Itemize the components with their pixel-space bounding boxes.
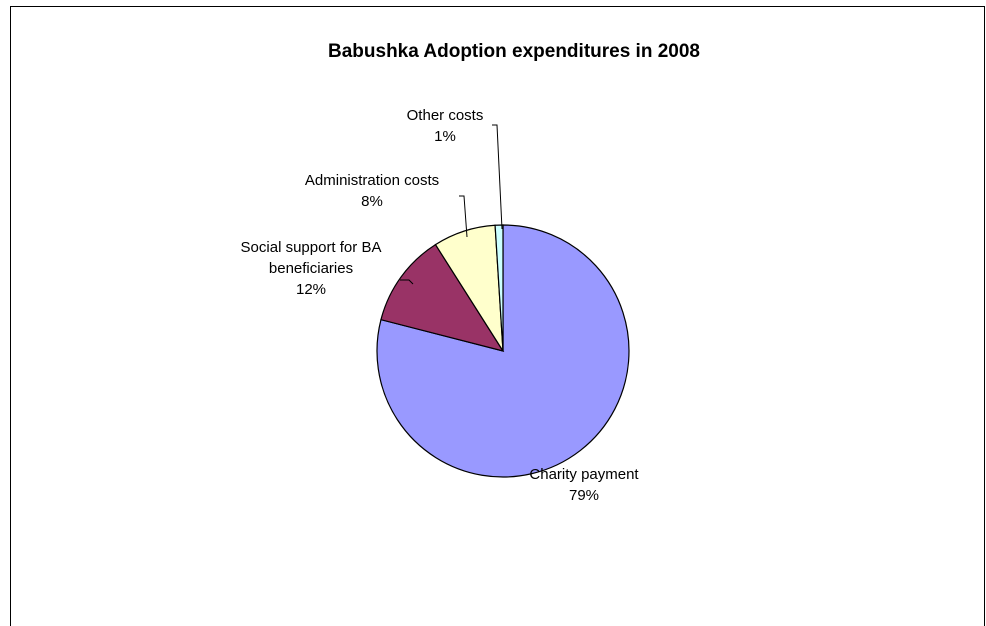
slice-label-4: Other costs 1% (407, 107, 484, 145)
leader-line-2 (400, 279, 414, 285)
pie-slice-4 (494, 224, 504, 352)
leader-line-4 (492, 124, 503, 230)
pie-slices (376, 224, 630, 478)
chart-title: Babushka Adoption expenditures in 2008 (328, 41, 700, 62)
pie-slice-2 (380, 243, 505, 352)
slice-label-2: Social support for BA beneficiaries 12% (241, 239, 382, 298)
leader-line-3 (459, 195, 468, 238)
slice-label-3: Administration costs 8% (305, 172, 439, 210)
slice-labels: Charity payment 79% Social support for BA b… (241, 107, 640, 504)
chart-area: Babushka Adoption expenditures in 2008 C… (10, 6, 985, 626)
slice-label-1: Charity payment 79% (529, 466, 639, 504)
leader-lines (400, 124, 503, 285)
pie-chart: Babushka Adoption expenditures in 2008 C… (241, 41, 700, 504)
